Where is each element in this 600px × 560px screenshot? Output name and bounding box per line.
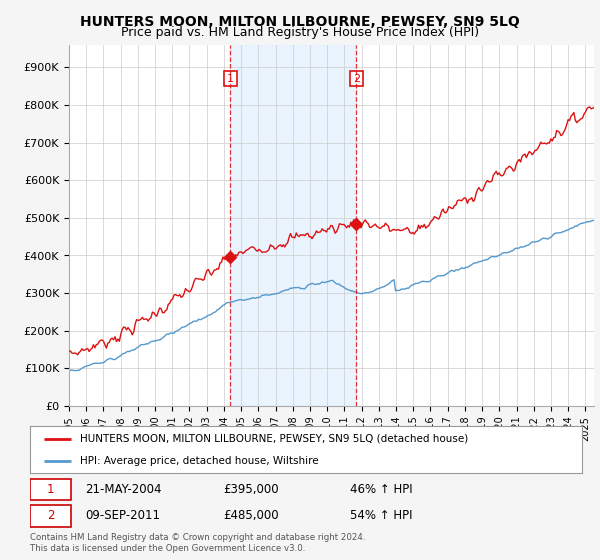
Text: HPI: Average price, detached house, Wiltshire: HPI: Average price, detached house, Wilt… — [80, 456, 319, 466]
Bar — [230, 45, 356, 406]
Text: £485,000: £485,000 — [223, 510, 279, 522]
Text: 2: 2 — [47, 510, 55, 522]
FancyBboxPatch shape — [30, 479, 71, 500]
Text: HUNTERS MOON, MILTON LILBOURNE, PEWSEY, SN9 5LQ: HUNTERS MOON, MILTON LILBOURNE, PEWSEY, … — [80, 15, 520, 29]
Text: 54% ↑ HPI: 54% ↑ HPI — [350, 510, 413, 522]
FancyBboxPatch shape — [30, 505, 71, 526]
Text: Price paid vs. HM Land Registry's House Price Index (HPI): Price paid vs. HM Land Registry's House … — [121, 26, 479, 39]
Text: 21-MAY-2004: 21-MAY-2004 — [85, 483, 162, 496]
Text: 46% ↑ HPI: 46% ↑ HPI — [350, 483, 413, 496]
Text: 09-SEP-2011: 09-SEP-2011 — [85, 510, 160, 522]
Text: HUNTERS MOON, MILTON LILBOURNE, PEWSEY, SN9 5LQ (detached house): HUNTERS MOON, MILTON LILBOURNE, PEWSEY, … — [80, 434, 468, 444]
Text: 2: 2 — [353, 74, 360, 83]
Text: £395,000: £395,000 — [223, 483, 279, 496]
Text: 1: 1 — [47, 483, 55, 496]
Text: 1: 1 — [227, 74, 234, 83]
Text: Contains HM Land Registry data © Crown copyright and database right 2024.
This d: Contains HM Land Registry data © Crown c… — [30, 533, 365, 553]
